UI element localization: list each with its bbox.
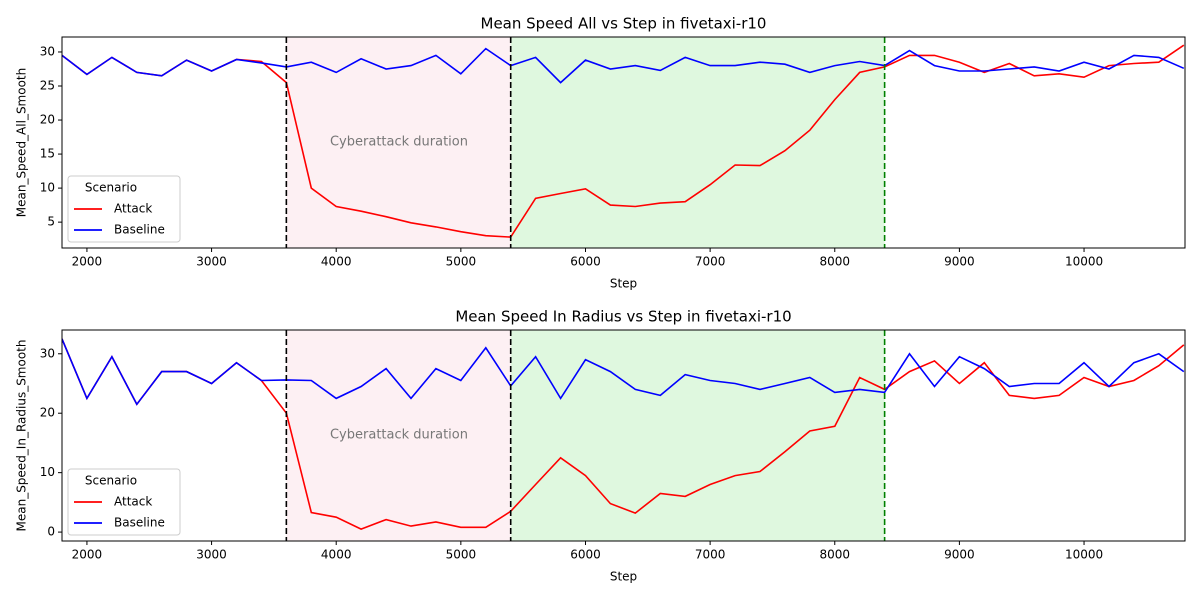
y-tick-label: 5: [47, 215, 55, 229]
plot-frame: [61, 36, 1186, 249]
x-tick-label: 7000: [695, 255, 726, 269]
annotation: Cyberattack duration: [330, 428, 468, 443]
x-tick-label: 9000: [944, 255, 975, 269]
x-tick-label: 8000: [819, 548, 850, 562]
y-tick-label: 0: [47, 525, 55, 539]
x-tick-label: 7000: [695, 548, 726, 562]
x-tick-label: 9000: [944, 548, 975, 562]
legend-title: Scenario: [85, 181, 137, 195]
legend-box: [67, 175, 181, 243]
legend: Scenario Attack Baseline: [67, 468, 181, 536]
plot-frame: [61, 329, 1186, 542]
chart-title: Mean Speed In Radius vs Step in fivetaxi…: [455, 308, 791, 326]
x-tick-label: 10000: [1065, 548, 1103, 562]
legend-label: Attack: [114, 202, 152, 216]
x-tick-label: 3000: [196, 255, 227, 269]
legend-title: Scenario: [85, 474, 137, 488]
subplot: 2000 3000 4000 5000 6000 7000 8000 9000 10000 5 10…: [15, 15, 1186, 291]
x-tick-label: 5000: [446, 255, 477, 269]
y-tick-label: 10: [40, 465, 55, 479]
series-line: [62, 338, 1185, 406]
y-tick-label: 20: [40, 406, 55, 420]
legend-label: Attack: [114, 495, 152, 509]
y-tick-label: 15: [40, 147, 55, 161]
x-tick-label: 2000: [72, 255, 103, 269]
annotation: Cyberattack duration: [330, 135, 468, 150]
x-tick-label: 6000: [570, 255, 601, 269]
x-tick-label: 8000: [819, 255, 850, 269]
x-axis-label: Step: [610, 277, 637, 291]
x-tick-label: 10000: [1065, 255, 1103, 269]
legend-label: Baseline: [114, 516, 165, 530]
legend: Scenario Attack Baseline: [67, 175, 181, 243]
y-axis-label: Mean_Speed_All_Smooth: [15, 68, 29, 218]
y-tick-label: 30: [40, 346, 55, 360]
x-tick-label: 3000: [196, 548, 227, 562]
x-tick-label: 4000: [321, 255, 352, 269]
shaded-region: [286, 37, 511, 248]
chart-title: Mean Speed All vs Step in fivetaxi-r10: [481, 15, 767, 33]
y-tick-label: 20: [40, 113, 55, 127]
shaded-region: [510, 37, 885, 248]
x-tick-label: 5000: [446, 548, 477, 562]
subplot: 2000 3000 4000 5000 6000 7000 8000 9000 10000 0 10…: [15, 308, 1186, 584]
y-axis-label: Mean_Speed_In_Radius_Smooth: [15, 340, 29, 532]
y-tick-label: 10: [40, 181, 55, 195]
y-tick-label: 25: [40, 79, 55, 93]
legend-box: [67, 468, 181, 536]
legend-label: Baseline: [114, 223, 165, 237]
x-tick-label: 4000: [321, 548, 352, 562]
x-axis-label: Step: [610, 570, 637, 584]
x-tick-label: 2000: [72, 548, 103, 562]
x-tick-label: 6000: [570, 548, 601, 562]
shaded-region: [510, 330, 885, 541]
y-tick-label: 30: [40, 44, 55, 58]
series-line: [62, 47, 1185, 84]
